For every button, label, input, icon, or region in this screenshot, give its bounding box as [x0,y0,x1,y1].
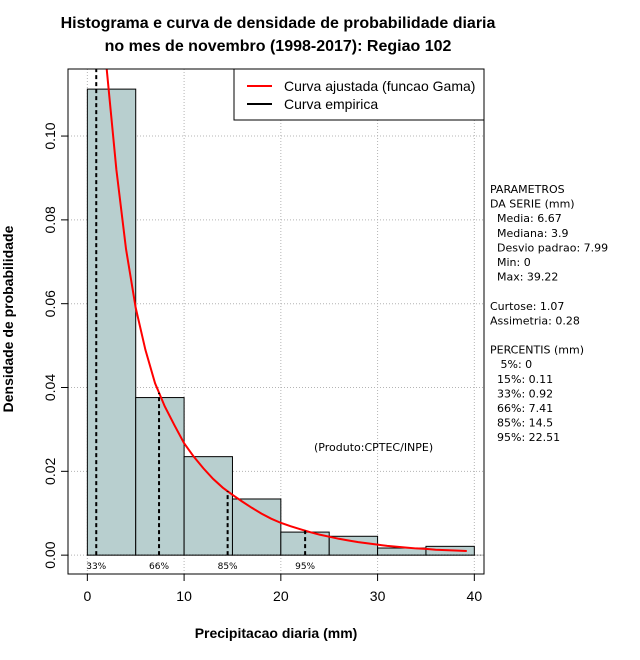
chart-title-line-2: no mes de novembro (1998-2017): Regiao 1… [105,38,452,55]
parameter-line: 33%: 0.92 [490,387,553,400]
y-tick-label: 0.06 [42,290,58,317]
y-tick-label: 0.08 [42,206,58,233]
parameter-line: Mediana: 3.9 [490,227,568,240]
parameter-line: Assimetria: 0.28 [490,314,580,327]
parameter-line: Media: 6.67 [490,212,562,225]
series-parameters-panel: PARAMETROS DA SERIE (mm) Media: 6.67 Medi… [490,183,608,444]
fitted-gamma-curve [105,68,467,552]
histogram-bar [183,456,233,556]
axes: 0 10 20 30 40 0.00 0.02 0.04 0.06 0.08 0.10 [42,122,482,604]
x-tick-label: 0 [83,588,91,604]
legend: Curva ajustada (funcao Gama) Curva empir… [233,68,485,121]
parameter-line: 5%: 0 [490,358,532,371]
product-credit: (Produto:CPTEC/INPE) [314,441,433,454]
x-tick-label: 40 [467,588,483,604]
legend-label-fitted: Curva ajustada (funcao Gama) [284,78,475,94]
percentile-label-66pct: 66% [149,562,169,572]
x-tick-label: 30 [370,588,386,604]
fitted-curve-layer [105,68,467,552]
parameter-line: 85%: 14.5 [490,417,553,430]
y-axis-label: Densidade de probabilidade [0,225,16,412]
histogram-bar [328,535,379,556]
parameter-line: 95%: 22.51 [490,431,560,444]
histogram-bar [86,88,137,556]
percentile-label-33pct: 33% [86,562,106,572]
legend-label-empirical: Curva empirica [284,96,378,112]
percentile-label-85pct: 85% [218,562,238,572]
y-tick-label: 0.00 [42,541,58,568]
histogram-bar [231,498,282,556]
parameter-line: Max: 39.22 [490,271,558,284]
x-axis-label: Precipitacao diaria (mm) [195,625,358,641]
legend-box [233,68,485,121]
parameter-line: Min: 0 [490,256,531,269]
parameter-line: 66%: 7.41 [490,402,553,415]
y-tick-label: 0.10 [42,122,58,149]
parameter-line: DA SERIE (mm) [490,198,575,211]
percentile-lines: 33% 66% 85% 95% [86,69,484,572]
parameter-line: 15%: 0.11 [490,373,553,386]
percentile-label-95pct: 95% [295,562,315,572]
parameter-line: PERCENTIS (mm) [490,344,584,357]
parameter-line: PARAMETROS [490,183,565,196]
chart-title-line-1: Histograma e curva de densidade de proba… [61,15,496,32]
parameter-line: Curtose: 1.07 [490,300,564,313]
y-tick-label: 0.02 [42,457,58,484]
y-tick-label: 0.04 [42,374,58,401]
parameter-line: Desvio padrao: 7.99 [490,241,608,254]
x-tick-label: 10 [176,588,192,604]
x-tick-label: 20 [273,588,289,604]
